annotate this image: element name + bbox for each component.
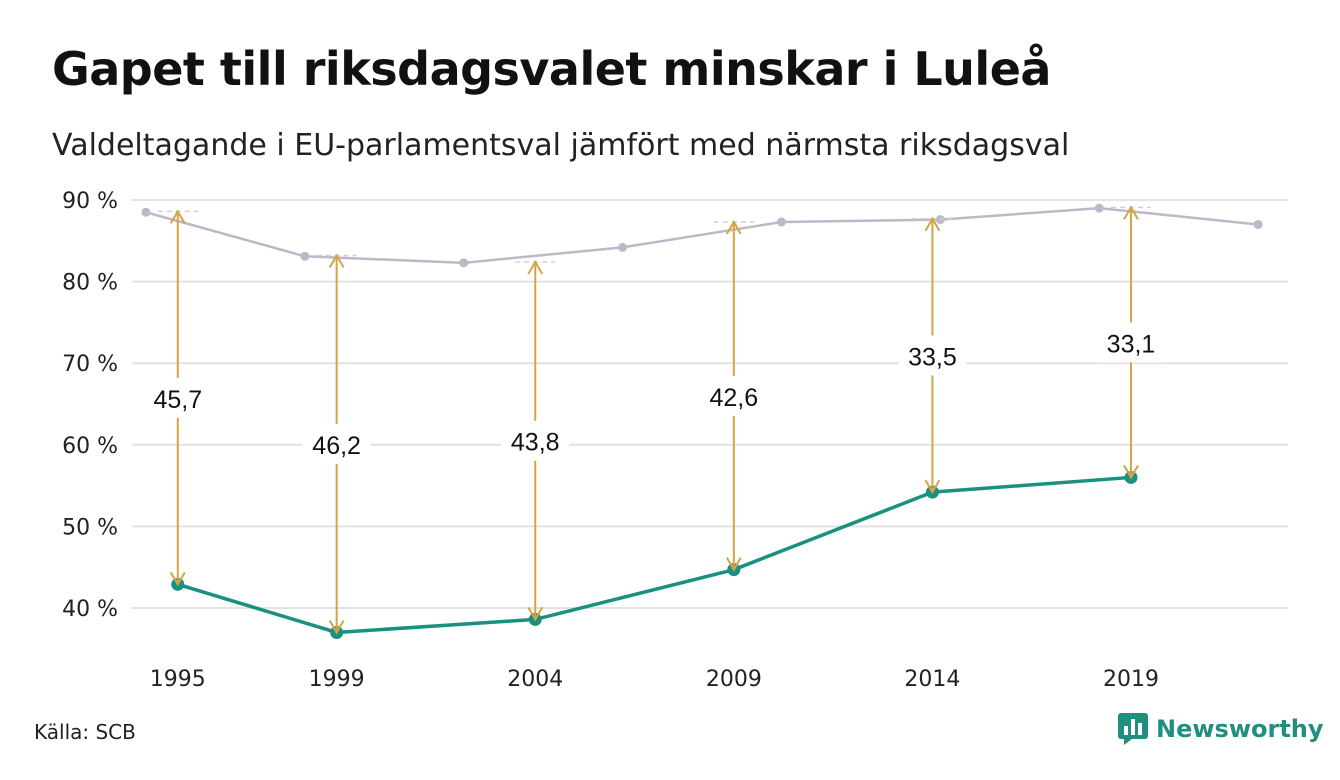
riksdag-point bbox=[141, 207, 151, 217]
x-tick-label: 1995 bbox=[150, 667, 206, 692]
gap-label-bg bbox=[501, 420, 570, 461]
gap-arrows: 45,7 46,2 43,8 42,6 33,5 33,1 bbox=[143, 205, 1166, 635]
gap-label-bg bbox=[699, 375, 768, 416]
x-axis-ticks: 1995 1999 2004 2009 2014 2019 bbox=[150, 667, 1159, 692]
gap-label-bg bbox=[143, 377, 212, 418]
newsworthy-logo-icon bbox=[1118, 713, 1148, 745]
chart-subtitle: Valdeltagande i EU-parlamentsval jämfört… bbox=[52, 128, 1070, 163]
x-tick-label: 2014 bbox=[904, 667, 960, 692]
riksdag-point bbox=[618, 242, 628, 252]
eu-line bbox=[177, 475, 1132, 635]
gap-arrow-head-top bbox=[527, 260, 544, 275]
gap-arrow-head-top bbox=[328, 253, 345, 268]
gap-label: 45,7 bbox=[153, 386, 202, 414]
gap-label: 33,5 bbox=[908, 343, 957, 371]
brand-name: Newsworthy bbox=[1156, 715, 1324, 743]
gap-arrow-head-top bbox=[924, 216, 941, 232]
gap-arrow-head-bottom bbox=[328, 619, 345, 635]
chart-title: Gapet till riksdagsvalet minskar i Luleå bbox=[52, 42, 1051, 96]
gap-arrow-head-bottom bbox=[924, 479, 941, 495]
riksdag-point bbox=[935, 215, 945, 225]
y-tick-label: 60 % bbox=[62, 434, 118, 459]
source-note: Källa: SCB bbox=[34, 720, 136, 744]
gap-arrow-head-bottom bbox=[169, 571, 186, 587]
x-tick-label: 1999 bbox=[309, 667, 365, 692]
gap-label: 46,2 bbox=[312, 432, 361, 460]
gap-arrow-head-top bbox=[169, 209, 186, 224]
gap-label-bg bbox=[302, 423, 371, 464]
y-tick-label: 50 % bbox=[62, 515, 118, 540]
y-tick-label: 40 % bbox=[62, 597, 118, 622]
gap-label: 33,1 bbox=[1107, 330, 1156, 358]
gap-arrow-head-bottom bbox=[725, 557, 742, 572]
gap-label-bg bbox=[898, 335, 967, 376]
gap-label-bg bbox=[1097, 322, 1166, 363]
riksdag-point bbox=[1253, 219, 1263, 229]
gap-arrow-head-bottom bbox=[527, 606, 544, 622]
x-tick-label: 2019 bbox=[1103, 667, 1159, 692]
riksdag-point bbox=[300, 251, 310, 261]
y-tick-label: 70 % bbox=[62, 352, 118, 377]
riksdag-point bbox=[459, 258, 469, 268]
riksdag-line bbox=[145, 206, 1259, 265]
gap-arrow-head-top bbox=[1123, 205, 1139, 220]
y-tick-label: 90 % bbox=[62, 189, 118, 214]
gap-arrow-head-top bbox=[725, 220, 742, 235]
x-tick-label: 2004 bbox=[507, 667, 563, 692]
grid-lines bbox=[132, 199, 1288, 609]
gap-arrow-head-bottom bbox=[1123, 464, 1139, 480]
y-axis-ticks: 40 % 50 % 60 % 70 % 80 % 90 % bbox=[62, 189, 118, 622]
gap-label: 42,6 bbox=[709, 384, 758, 412]
riksdag-point bbox=[776, 217, 786, 227]
x-tick-label: 2009 bbox=[706, 667, 762, 692]
riksdag-series bbox=[141, 203, 1263, 268]
y-tick-label: 80 % bbox=[62, 271, 118, 296]
riksdag-point bbox=[1094, 203, 1104, 213]
eu-series bbox=[171, 470, 1138, 639]
gap-label: 43,8 bbox=[511, 429, 560, 457]
brand-logo: Newsworthy bbox=[1118, 713, 1324, 745]
